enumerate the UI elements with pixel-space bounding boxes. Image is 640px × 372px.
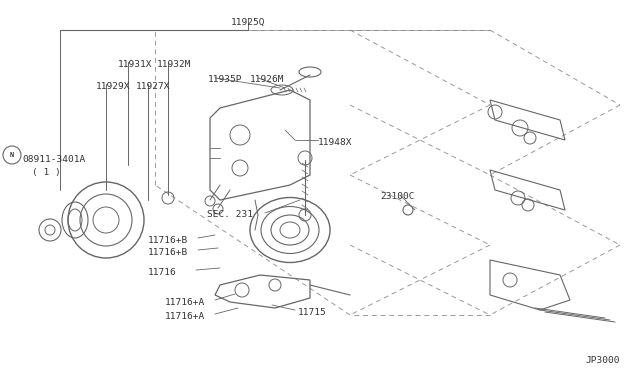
Text: JP3000: JP3000: [585, 356, 620, 365]
Text: N: N: [10, 152, 14, 158]
Text: 11926M: 11926M: [250, 75, 285, 84]
Text: 11716+B: 11716+B: [148, 248, 188, 257]
Text: SEC. 231: SEC. 231: [207, 210, 253, 219]
Text: 11715: 11715: [298, 308, 327, 317]
Text: 11716: 11716: [148, 268, 177, 277]
Text: 11929X: 11929X: [96, 82, 131, 91]
Text: 11948X: 11948X: [318, 138, 353, 147]
Text: 11935P: 11935P: [208, 75, 243, 84]
Text: 08911-3401A: 08911-3401A: [22, 155, 85, 164]
Text: 11927X: 11927X: [136, 82, 170, 91]
Text: 23100C: 23100C: [380, 192, 415, 201]
Text: 11932M: 11932M: [157, 60, 191, 69]
Text: ( 1 ): ( 1 ): [32, 168, 61, 177]
Text: 11925Q: 11925Q: [231, 18, 265, 27]
Text: 11716+B: 11716+B: [148, 236, 188, 245]
Text: 11931X: 11931X: [118, 60, 152, 69]
Text: 11716+A: 11716+A: [165, 298, 205, 307]
Text: 11716+A: 11716+A: [165, 312, 205, 321]
